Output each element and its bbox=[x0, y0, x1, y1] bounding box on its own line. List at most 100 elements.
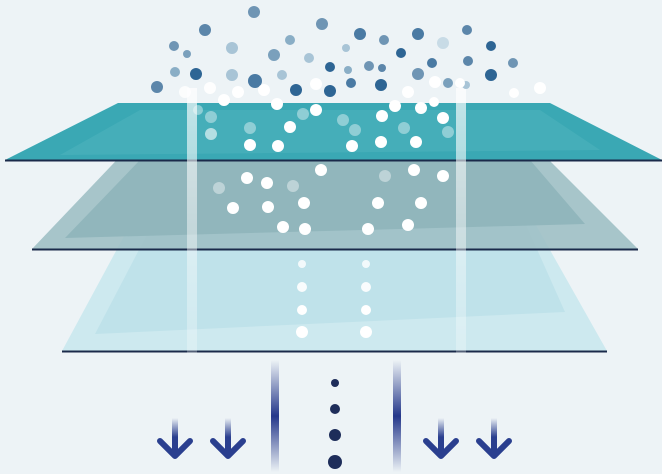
particle bbox=[316, 18, 328, 30]
particle bbox=[412, 28, 424, 40]
particle bbox=[534, 82, 546, 94]
particle bbox=[349, 124, 361, 136]
particle bbox=[299, 223, 311, 235]
particle bbox=[297, 305, 307, 315]
particle bbox=[442, 126, 454, 138]
arrow-shaft bbox=[491, 418, 497, 456]
particle bbox=[204, 82, 216, 94]
particle bbox=[232, 86, 244, 98]
particle bbox=[169, 41, 179, 51]
particle bbox=[325, 62, 335, 72]
layer-top-inner bbox=[60, 110, 600, 155]
particle bbox=[277, 221, 289, 233]
particle bbox=[218, 94, 230, 106]
particle bbox=[261, 177, 273, 189]
particle bbox=[298, 260, 306, 268]
particle bbox=[258, 84, 270, 96]
particle bbox=[304, 53, 314, 63]
particle bbox=[244, 122, 256, 134]
particle bbox=[408, 164, 420, 176]
particle bbox=[213, 182, 225, 194]
particle bbox=[364, 61, 374, 71]
particle bbox=[272, 140, 284, 152]
particle bbox=[310, 104, 322, 116]
particle bbox=[268, 49, 280, 61]
particle bbox=[415, 197, 427, 209]
particle bbox=[193, 105, 203, 115]
particle bbox=[443, 78, 453, 88]
particle bbox=[375, 136, 387, 148]
particle bbox=[362, 260, 370, 268]
particle bbox=[244, 139, 256, 151]
particle bbox=[205, 128, 217, 140]
particle bbox=[372, 197, 384, 209]
particle bbox=[226, 69, 238, 81]
particle bbox=[415, 102, 427, 114]
output-drop bbox=[328, 455, 342, 469]
particle bbox=[277, 70, 287, 80]
particle bbox=[361, 305, 371, 315]
particle bbox=[389, 100, 401, 112]
particle bbox=[296, 326, 308, 338]
arrow-shaft bbox=[225, 418, 231, 456]
particle bbox=[437, 112, 449, 124]
particle bbox=[379, 35, 389, 45]
particle bbox=[398, 122, 410, 134]
particle bbox=[509, 88, 519, 98]
arrow-head bbox=[157, 438, 193, 459]
particle bbox=[485, 69, 497, 81]
particle bbox=[297, 282, 307, 292]
particle bbox=[344, 66, 352, 74]
particle bbox=[412, 68, 424, 80]
particle bbox=[429, 76, 441, 88]
particle bbox=[463, 56, 473, 66]
particle bbox=[151, 81, 163, 93]
arrow-head bbox=[476, 438, 512, 459]
arrow-shaft bbox=[172, 418, 178, 456]
particle bbox=[290, 84, 302, 96]
particle bbox=[462, 25, 472, 35]
output-drop bbox=[331, 379, 339, 387]
particle bbox=[396, 48, 406, 58]
particle bbox=[262, 201, 274, 213]
particle bbox=[346, 78, 356, 88]
particle bbox=[427, 58, 437, 68]
particle bbox=[378, 64, 386, 72]
particle bbox=[346, 140, 358, 152]
particle bbox=[227, 202, 239, 214]
particle bbox=[429, 97, 439, 107]
particle bbox=[205, 111, 217, 123]
particle bbox=[362, 223, 374, 235]
particle bbox=[360, 326, 372, 338]
arrow-shaft bbox=[438, 418, 444, 456]
particle bbox=[410, 136, 422, 148]
output-stream bbox=[393, 360, 401, 472]
particle bbox=[271, 98, 283, 110]
particle bbox=[375, 79, 387, 91]
particle bbox=[376, 110, 388, 122]
particle bbox=[508, 58, 518, 68]
particle bbox=[248, 6, 260, 18]
particle bbox=[402, 86, 414, 98]
output-drop bbox=[329, 429, 341, 441]
particle bbox=[310, 78, 322, 90]
particle bbox=[402, 219, 414, 231]
particle bbox=[437, 37, 449, 49]
particle bbox=[337, 114, 349, 126]
arrow-head bbox=[210, 438, 246, 459]
particle bbox=[324, 85, 336, 97]
output-stream bbox=[271, 360, 279, 472]
particle bbox=[284, 121, 296, 133]
particle bbox=[285, 35, 295, 45]
particle bbox=[190, 68, 202, 80]
particle bbox=[241, 172, 253, 184]
particle bbox=[342, 44, 350, 52]
particle bbox=[297, 108, 309, 120]
particle bbox=[199, 24, 211, 36]
particle bbox=[315, 164, 327, 176]
arrows bbox=[157, 418, 512, 459]
particle bbox=[455, 78, 465, 88]
output-drop bbox=[330, 404, 340, 414]
